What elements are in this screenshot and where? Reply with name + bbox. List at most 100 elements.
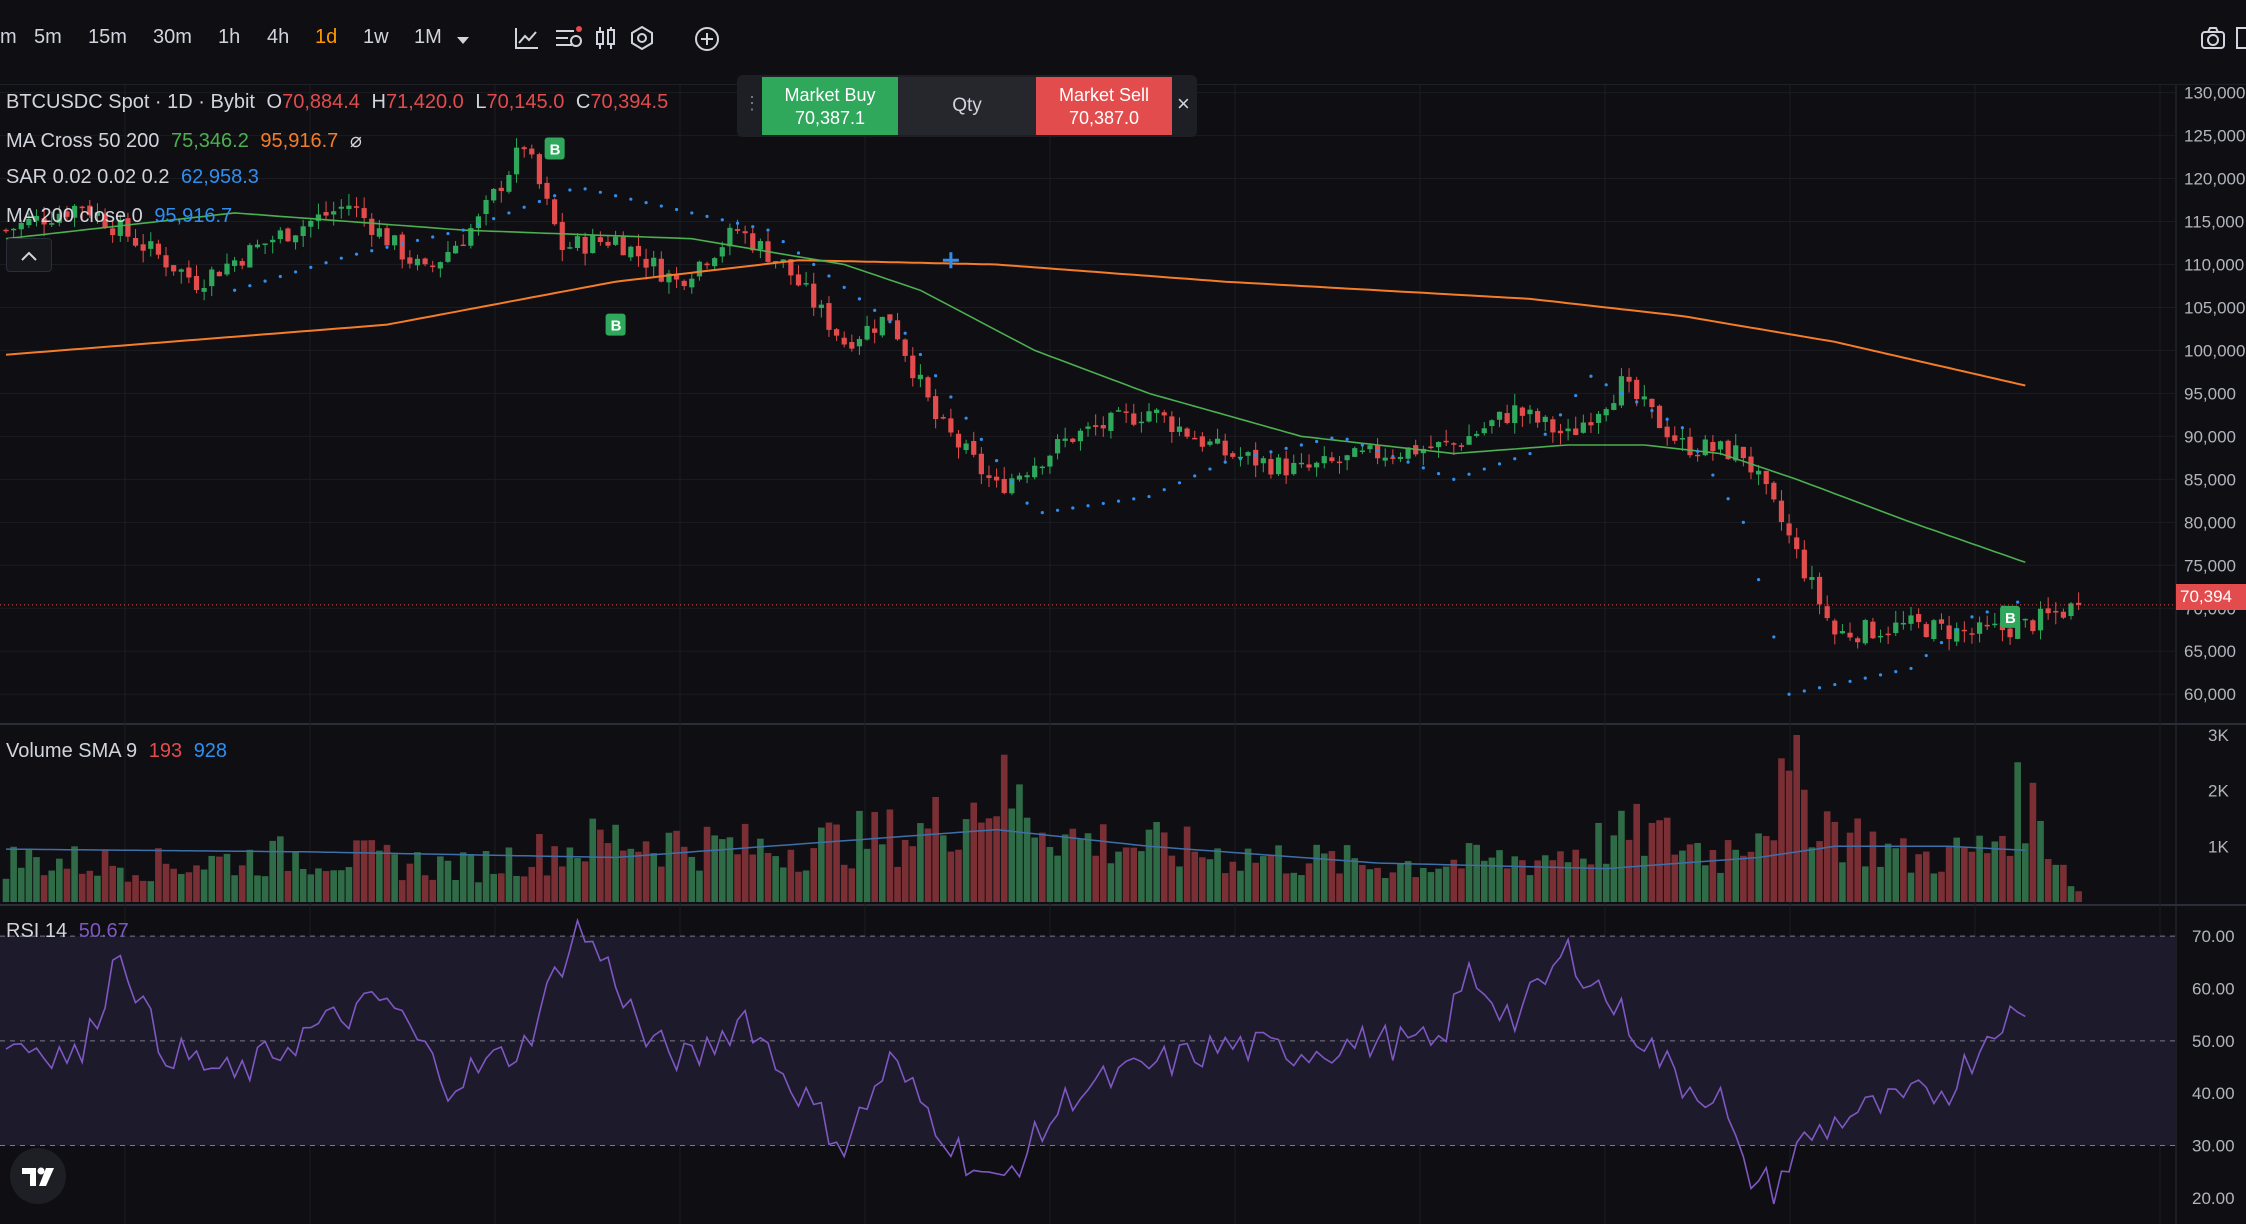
volume-bar [2052, 864, 2060, 902]
volume-bar [1580, 858, 1587, 902]
candle-body [1588, 422, 1594, 426]
timeframe-30m[interactable]: 30m [153, 26, 192, 48]
timeframe-1M[interactable]: 1M [414, 26, 442, 48]
camera-icon[interactable] [2200, 26, 2226, 55]
candle-type-icon[interactable] [594, 26, 618, 55]
candle-body [452, 245, 459, 254]
price-tick-label: 95,000 [2184, 384, 2236, 403]
candle-body [826, 303, 832, 330]
sar-legend[interactable]: SAR 0.02 0.02 0.2 62,958.3 [6, 166, 265, 189]
volume-bar [162, 863, 170, 902]
candle-body [1481, 428, 1487, 434]
sar-dot [1299, 443, 1303, 447]
candle-body [955, 433, 962, 448]
volume-bar [1153, 822, 1160, 902]
candle-body [1847, 632, 1853, 638]
ma200-value: 95,916.7 [260, 130, 339, 152]
qty-input[interactable]: Qty [898, 77, 1036, 135]
add-icon[interactable] [694, 26, 720, 57]
timeframe-1w[interactable]: 1w [363, 26, 389, 48]
candle-body [1070, 438, 1076, 443]
candle-body [216, 271, 222, 277]
volume-bar [597, 829, 604, 902]
buy-signal-label: B [611, 318, 622, 335]
indicators-icon[interactable] [514, 26, 540, 55]
volume-bar [1176, 866, 1183, 902]
candle-body [1573, 428, 1579, 436]
timeframe-4h[interactable]: 4h [267, 26, 290, 48]
candle-body [1595, 413, 1602, 423]
volume-bar [1549, 860, 1557, 902]
buy-signal-marker [544, 137, 565, 160]
timeframe-partial[interactable]: m [0, 26, 17, 48]
candle-body [574, 236, 581, 248]
candle-body [1542, 416, 1548, 423]
volume-bar [894, 866, 901, 902]
volume-bar [2, 878, 10, 902]
tv-logo-icon [22, 1167, 54, 1186]
settings-icon[interactable] [630, 25, 654, 55]
volume-bar [322, 871, 330, 902]
candle-body [132, 237, 139, 246]
candle-body [887, 314, 893, 321]
layout-icon[interactable] [2236, 26, 2246, 55]
volume-bar [200, 869, 208, 902]
volume-bar [1602, 863, 1610, 902]
candle-body [331, 211, 337, 215]
volume-bar [1968, 851, 1976, 902]
timeframe-15m[interactable]: 15m [88, 26, 127, 48]
candle-body [1047, 455, 1053, 467]
volume-bar [1237, 870, 1244, 902]
candle-body [2053, 610, 2059, 613]
candle-body [1420, 448, 1426, 454]
sar-dot [1055, 508, 1060, 512]
sar-dot [1696, 449, 1700, 454]
volume-bar [558, 866, 566, 902]
candle-body [1321, 456, 1327, 464]
sar-dot [735, 221, 740, 225]
tradingview-logo[interactable] [10, 1148, 66, 1204]
close-icon[interactable]: × [1177, 91, 1190, 116]
rsi-legend[interactable]: RSI 14 50.67 [6, 920, 135, 943]
timeframe-1d[interactable]: 1d [315, 26, 338, 48]
candle-body [780, 259, 786, 262]
collapse-legend-button[interactable] [6, 238, 52, 272]
volume-bar [642, 841, 650, 902]
open-label: O [266, 91, 283, 113]
candle-body [193, 275, 200, 291]
candle-body [552, 199, 558, 225]
candle-body [1245, 452, 1251, 456]
symbol-name[interactable]: BTCUSDC Spot · 1D · Bybit [6, 91, 255, 113]
candle-body [1900, 622, 1906, 625]
sar-dot [2016, 600, 2020, 604]
candle-body [803, 283, 809, 285]
replay-icon[interactable] [554, 26, 584, 55]
candle-body [712, 258, 718, 267]
volume-bar [1641, 855, 1648, 902]
volume-legend[interactable]: Volume SMA 9 193 928 [6, 740, 233, 763]
ma200-close-value: 95,916.7 [154, 205, 233, 227]
candle-body [590, 235, 596, 254]
timeframe-5m[interactable]: 5m [34, 26, 62, 48]
sar-dot [537, 199, 542, 204]
volume-bar [132, 875, 139, 902]
volume-bar [1366, 869, 1374, 902]
ma-cross-legend[interactable]: MA Cross 50 200 75,346.2 95,916.7 ⌀ [6, 128, 368, 153]
sar-dot [1619, 391, 1624, 396]
sar-dot [1939, 641, 1944, 645]
candle-body [544, 182, 550, 199]
candle-body [894, 320, 901, 340]
sar-dot [1040, 510, 1044, 515]
volume-bar [1762, 836, 1770, 902]
timeframe-1h[interactable]: 1h [218, 26, 241, 48]
ma200-close-legend[interactable]: MA 200 close 0 95,916.7 [6, 205, 238, 228]
candle-body [292, 235, 299, 243]
volume-bar [757, 838, 764, 902]
volume-bar [840, 864, 848, 902]
market-sell-button[interactable]: Market Sell 70,387.0 [1036, 77, 1172, 135]
timeframe-dropdown-icon[interactable] [456, 33, 470, 51]
candle-body [498, 187, 504, 192]
market-buy-button[interactable]: Market Buy 70,387.1 [762, 77, 898, 135]
sar-dot [644, 201, 648, 205]
